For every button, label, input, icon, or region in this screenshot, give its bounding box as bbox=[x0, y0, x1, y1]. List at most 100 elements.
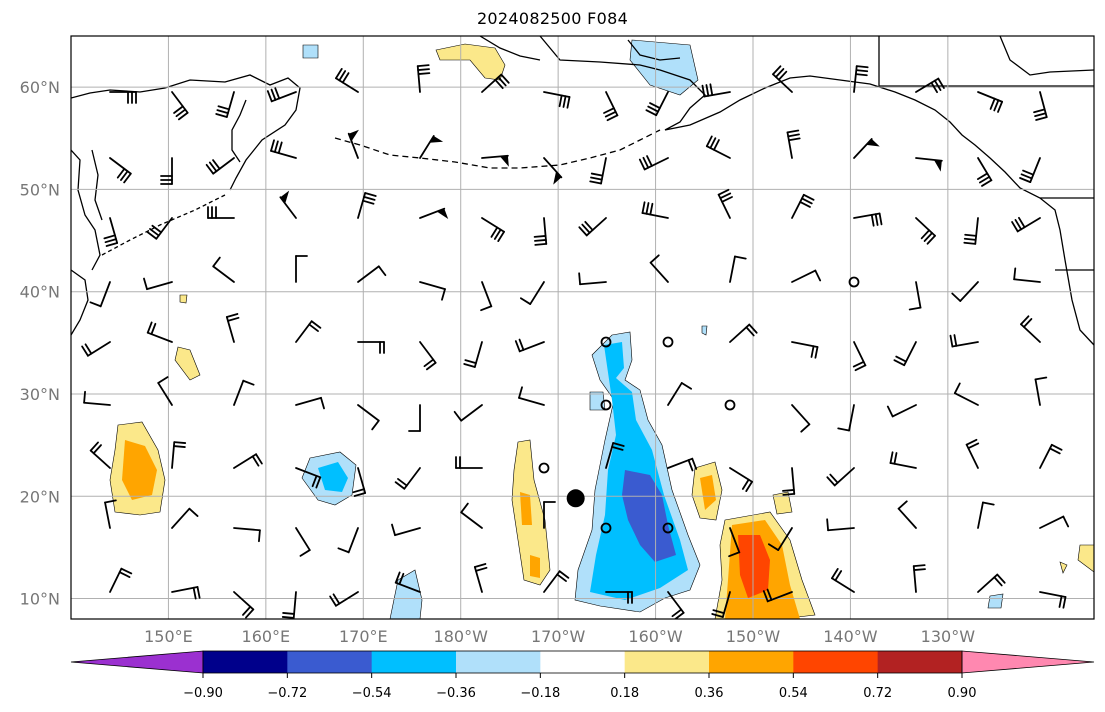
warm-blob-far-east bbox=[1077, 544, 1094, 573]
wind-barb bbox=[667, 457, 698, 472]
wind-barb bbox=[146, 321, 173, 343]
colorbar-segment bbox=[371, 651, 457, 673]
lat-label: 60°N bbox=[20, 78, 60, 97]
colorbar-label: −0.36 bbox=[436, 686, 476, 701]
wind-barb bbox=[109, 91, 137, 104]
wind-barb bbox=[391, 523, 421, 537]
wind-barb bbox=[408, 404, 421, 432]
lon-label: 180°W bbox=[434, 627, 489, 646]
colorbar-segment bbox=[203, 651, 288, 673]
wind-barb bbox=[711, 591, 731, 618]
wind-barb bbox=[889, 451, 917, 469]
colorbar-extend-high bbox=[961, 650, 1095, 674]
calm-wind-marker bbox=[600, 336, 612, 348]
wind-barb bbox=[89, 441, 111, 469]
colorbar-label: −0.90 bbox=[183, 686, 223, 701]
wind-barb bbox=[394, 467, 421, 490]
wind-barb bbox=[357, 404, 380, 431]
calm-wind-marker bbox=[848, 276, 860, 288]
wind-barb bbox=[295, 467, 322, 489]
wind-barb bbox=[233, 453, 263, 469]
wind-barb bbox=[109, 567, 133, 593]
wind-barb bbox=[717, 188, 733, 219]
wind-barb bbox=[1019, 157, 1041, 184]
wind-barb bbox=[146, 217, 173, 240]
wind-barb bbox=[605, 591, 633, 604]
wind-barb bbox=[295, 396, 325, 410]
wind-barb bbox=[953, 382, 979, 406]
lat-label: 10°N bbox=[20, 590, 60, 609]
wind-barb bbox=[852, 341, 867, 372]
coast-aleutians bbox=[334, 129, 661, 169]
wind-barb bbox=[589, 157, 607, 185]
wind-barb bbox=[786, 129, 801, 159]
lon-label: 130°W bbox=[921, 627, 976, 646]
colorbar-label: 0.90 bbox=[948, 686, 977, 701]
warm-strip-core-2 bbox=[530, 555, 540, 578]
wind-barb bbox=[1033, 91, 1048, 121]
wind-barb bbox=[1039, 515, 1070, 529]
wind-barb bbox=[791, 341, 819, 359]
wind-barb bbox=[103, 217, 119, 247]
cool-blob-lower bbox=[389, 569, 423, 619]
wind-barb bbox=[578, 217, 607, 237]
colorbar-extend-low bbox=[70, 650, 204, 674]
cool-blob-north-2 bbox=[629, 39, 699, 96]
cool-dot-east bbox=[987, 593, 1004, 609]
colorbar: −0.90 −0.72 −0.54 −0.36 −0.18 0.18 0.36 0.54 0.7… bbox=[70, 650, 1095, 701]
wind-barb bbox=[831, 567, 855, 593]
wind-barb bbox=[481, 73, 510, 93]
wind-barb bbox=[215, 91, 235, 118]
wind-barb bbox=[826, 518, 855, 532]
wind-barb bbox=[171, 441, 187, 469]
wind-barb bbox=[853, 138, 880, 159]
warm-core-west bbox=[122, 440, 157, 500]
wind-barb bbox=[207, 206, 235, 219]
wind-barb bbox=[729, 467, 753, 493]
warm-blob-north bbox=[435, 43, 506, 81]
wind-barb bbox=[782, 467, 796, 496]
wind-barb bbox=[886, 404, 917, 418]
wind-barb bbox=[977, 501, 995, 529]
coast-kuril bbox=[101, 194, 226, 256]
wind-barb bbox=[329, 591, 359, 607]
lat-label: 40°N bbox=[20, 283, 60, 302]
wind-barb bbox=[481, 154, 509, 167]
wind-barb bbox=[853, 212, 883, 227]
colorbar-label: −0.72 bbox=[267, 686, 307, 701]
wind-barb bbox=[543, 501, 556, 529]
lat-label: 20°N bbox=[20, 487, 60, 506]
wind-barb bbox=[603, 91, 619, 122]
wind-barbs bbox=[81, 64, 1070, 619]
wind-barb bbox=[270, 139, 297, 159]
cool-dot-1 bbox=[701, 325, 708, 336]
cool-blob-north-1 bbox=[302, 44, 319, 59]
wind-barb bbox=[455, 456, 483, 469]
wind-barb bbox=[705, 135, 731, 159]
wind-barb bbox=[791, 404, 811, 433]
wind-barb bbox=[543, 157, 563, 185]
wind-barb bbox=[295, 320, 322, 343]
wind-barb bbox=[473, 563, 488, 593]
wind-barb bbox=[578, 272, 607, 286]
colorbar-segment bbox=[877, 651, 963, 673]
wind-barb bbox=[1020, 315, 1041, 343]
wind-barb bbox=[460, 502, 483, 529]
lat-label: 30°N bbox=[20, 385, 60, 404]
grid-lines bbox=[71, 36, 1094, 619]
wind-barb bbox=[205, 157, 235, 175]
lon-label: 150°W bbox=[726, 627, 781, 646]
wind-barb bbox=[762, 588, 793, 603]
wind-barb bbox=[81, 341, 111, 357]
wind-barb bbox=[641, 201, 669, 219]
wind-barb bbox=[295, 255, 308, 283]
wind-barb bbox=[791, 193, 815, 219]
wind-barb bbox=[394, 571, 421, 593]
wind-barb bbox=[826, 467, 855, 487]
wind-barb bbox=[701, 83, 731, 98]
wind-barb bbox=[853, 65, 869, 93]
wind-barb bbox=[419, 135, 444, 159]
wind-barb bbox=[667, 591, 685, 619]
colorbar-label: −0.54 bbox=[352, 686, 392, 701]
